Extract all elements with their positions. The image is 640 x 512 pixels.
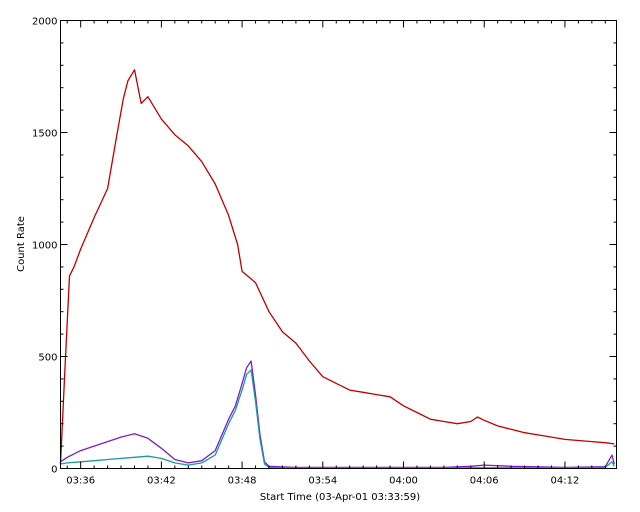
series-line-3: [60, 369, 615, 469]
x-tick-label: 04:00: [389, 476, 418, 487]
x-tick-label: 03:36: [66, 476, 95, 487]
plot-frame: [60, 20, 617, 469]
x-axis-label: Start Time (03-Apr-01 03:33:59): [260, 492, 420, 503]
series-line-1: [59, 69, 615, 465]
x-tick-label: 03:54: [308, 476, 337, 487]
x-tick-label: 03:42: [147, 476, 176, 487]
series-layer: [59, 69, 615, 469]
y-tick-label: 0: [51, 465, 57, 476]
y-tick-label: 1500: [32, 129, 57, 140]
ticks-layer: 0 500 1000 1500 2000 03:36 03:42 03:48 03:54 04:0…: [32, 17, 617, 487]
x-tick-label: 03:48: [228, 476, 257, 487]
x-tick-label: 04:12: [551, 476, 580, 487]
series-line-2: [60, 360, 615, 469]
y-tick-label: 1000: [32, 241, 57, 252]
y-tick-label: 2000: [32, 17, 57, 28]
y-axis-label: Count Rate: [16, 216, 27, 272]
x-tick-label: 04:06: [470, 476, 499, 487]
y-tick-label: 500: [38, 353, 57, 364]
